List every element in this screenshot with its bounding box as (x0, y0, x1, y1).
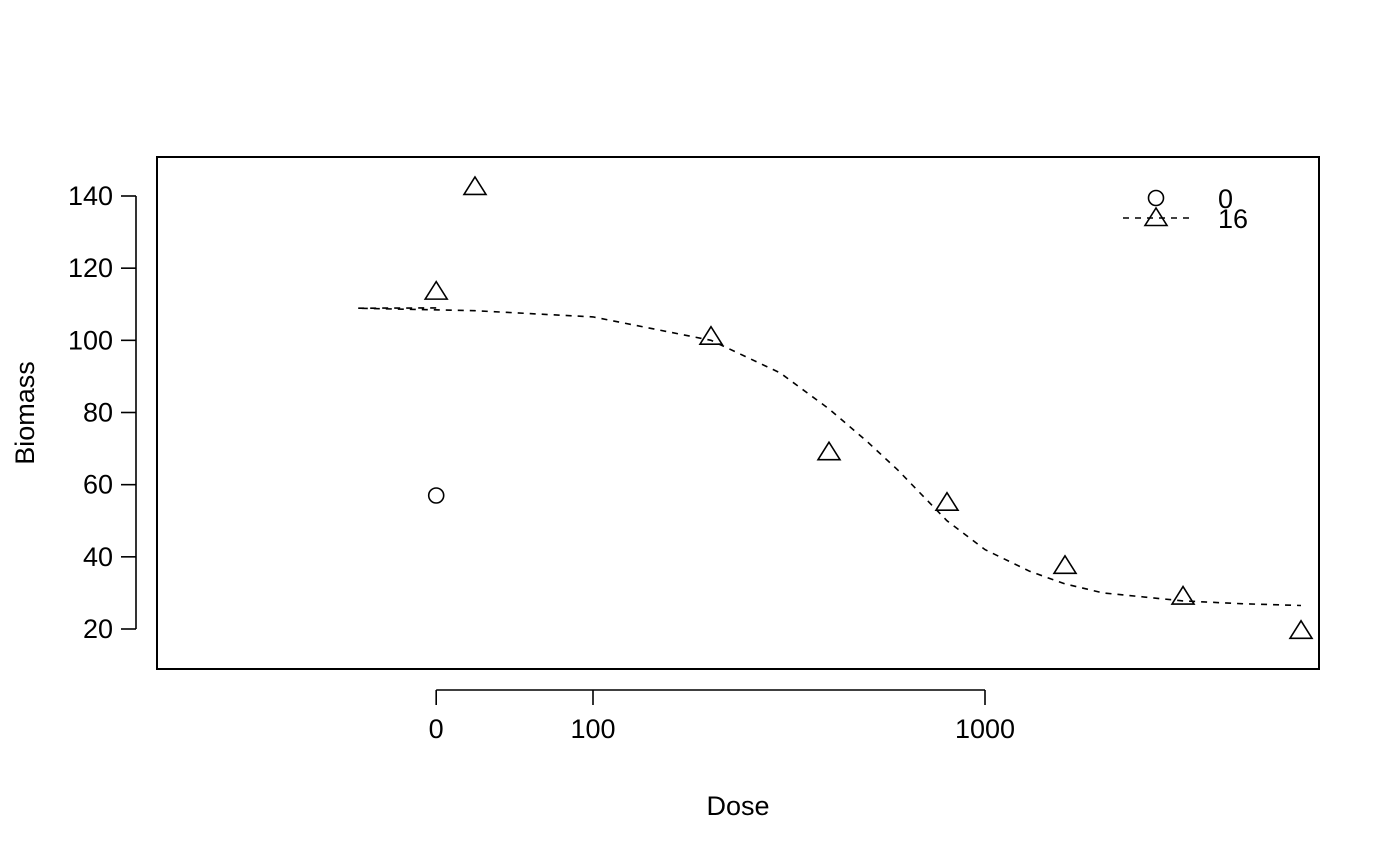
y-axis: 20 40 60 80 100 120 140 (68, 181, 137, 644)
x-tick-label: 0 (429, 714, 444, 744)
y-axis-title: Biomass (10, 361, 40, 465)
y-tick-label: 80 (83, 398, 113, 428)
plot-frame (156, 156, 1320, 670)
legend-symbol-0 (1147, 189, 1165, 207)
y-tick-label: 100 (68, 325, 113, 355)
legend-label-16: 16 (1218, 204, 1248, 234)
data-points (423, 175, 1314, 640)
point-series-16 (816, 440, 842, 461)
point-series-16 (698, 325, 724, 346)
legend-symbol-16 (1143, 206, 1169, 227)
point-series-16 (423, 280, 449, 300)
point-series-0 (427, 487, 445, 504)
legend: 016 (1123, 184, 1248, 234)
x-tick-label: 1000 (955, 714, 1015, 744)
point-series-16 (462, 175, 488, 196)
y-tick-label: 120 (68, 253, 113, 283)
point-series-16 (1170, 585, 1196, 605)
legend-label-0: 0 (1218, 184, 1233, 214)
y-tick-label: 20 (83, 614, 113, 644)
point-series-16 (1052, 554, 1078, 575)
y-tick-label: 60 (83, 470, 113, 500)
x-axis: 0 100 1000 (429, 689, 1015, 744)
point-series-16 (934, 491, 960, 512)
y-tick-label: 140 (68, 181, 113, 211)
x-tick-label: 100 (570, 714, 615, 744)
y-tick-label: 40 (83, 542, 113, 572)
x-axis-title: Dose (706, 791, 769, 821)
point-series-16 (1288, 619, 1314, 640)
fitted-curve-16 (356, 307, 1302, 607)
